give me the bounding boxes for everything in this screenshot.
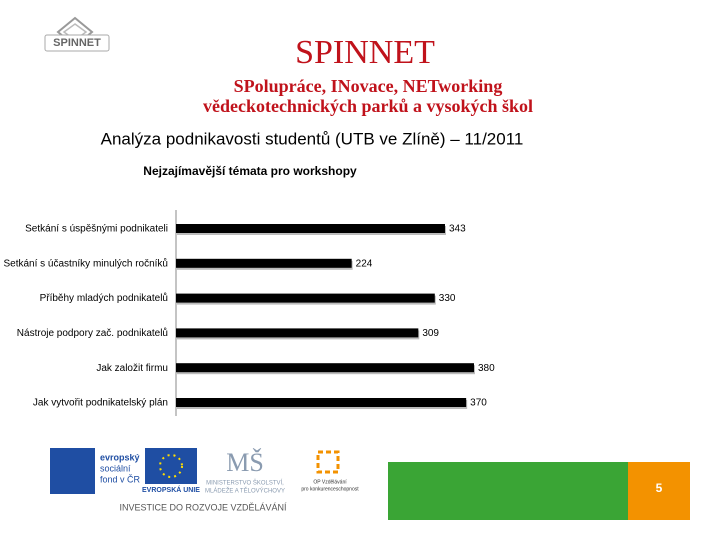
category-label: Setkání s účastníky minulých ročníků (3, 257, 168, 269)
category-label: Setkání s úspěšnými podnikateli (25, 224, 168, 235)
subtitle: vědeckotechnických parků a vysokých škol (203, 96, 533, 116)
op-text: OP Vzdělávání (313, 479, 347, 485)
category-label: Jak založit firmu (96, 363, 168, 374)
chart-title: Nejzajímavější témata pro workshopy (143, 164, 357, 178)
msmt-text: MLÁDEŽE A TĚLOVÝCHOVY (205, 487, 285, 495)
bar (176, 258, 352, 268)
eu-text: EVROPSKÁ UNIE (142, 485, 200, 494)
svg-text:MŠ: MŠ (226, 448, 264, 477)
esf-text: fond v ČR (100, 474, 141, 484)
esf-text: evropský (100, 452, 140, 462)
bar (176, 224, 445, 233)
logo: SPINNET (44, 16, 110, 52)
category-label: Příběhy mladých podnikatelů (40, 292, 168, 304)
plot: Setkání s úspěšnými podnikateli 343 Setkán… (3, 224, 495, 409)
value-label: 309 (422, 328, 439, 339)
heading: Analýza podnikavosti studentů (UTB ve Zl… (101, 129, 524, 148)
bar (176, 293, 435, 303)
bar (176, 363, 474, 373)
value-label: 343 (449, 224, 466, 235)
value-label: 224 (356, 258, 373, 269)
category-label: Jak vytvořit podnikatelský plán (33, 398, 168, 409)
esf-text: sociální (100, 463, 131, 473)
value-label: 330 (439, 293, 456, 304)
subtitle: SPolupráce, INovace, NETworking (234, 76, 503, 96)
bar (176, 398, 467, 407)
value-label: 380 (478, 363, 495, 374)
slide-title: SPINNET (295, 34, 435, 71)
bar (176, 328, 419, 338)
op-text: pro konkurenceschopnost (301, 486, 359, 492)
footer: evropský sociální fond v ČR EVROPSKÁ UNI… (50, 448, 690, 520)
msmt-text: MINISTERSTVO ŠKOLSTVÍ, (206, 480, 284, 487)
value-label: 370 (470, 398, 487, 409)
logo-text: SPINNET (53, 37, 101, 49)
slogan: INVESTICE DO ROZVOJE VZDĚLÁVÁNÍ (119, 502, 287, 512)
category-label: Nástroje podpory zač. podnikatelů (17, 327, 168, 339)
page-number: 5 (656, 481, 663, 495)
